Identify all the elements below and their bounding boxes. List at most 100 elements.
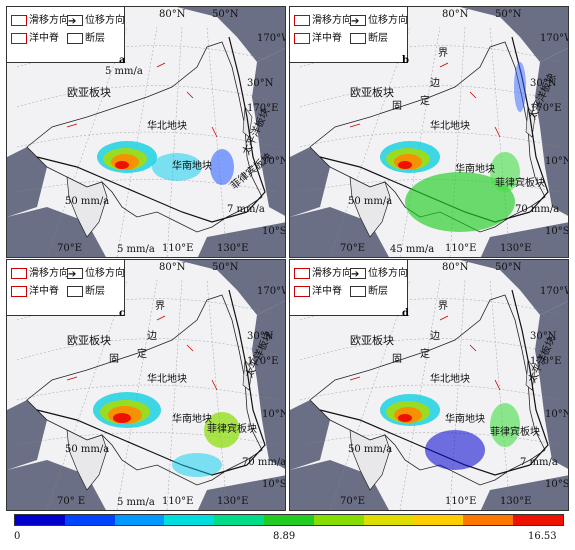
legend-fault: 断层 <box>67 29 105 44</box>
lat-label: 80°N <box>442 9 469 20</box>
philippine-plate-label: 菲律宾板块 <box>207 424 257 435</box>
panel-letter: c <box>119 308 126 319</box>
lon-label: 110°E <box>445 496 477 507</box>
lon-label: 170°E <box>530 356 562 367</box>
lon-label: 70°E <box>57 243 83 254</box>
legend-mid-ocean-ridge: 洋中脊 <box>294 29 342 44</box>
legend-slip-direction: 滑移方向 <box>11 264 69 279</box>
legend-fault: 断层 <box>350 282 388 297</box>
boundary-label: 边 <box>430 331 440 342</box>
lat-label: 30°N <box>530 331 557 342</box>
velocity-mid-label: 50 mm/a <box>65 196 110 207</box>
slip-direction-icon <box>11 15 27 26</box>
boundary-label: 界 <box>438 48 448 59</box>
displacement-arrow-icon: ➔ <box>350 268 366 280</box>
map-legend: 滑移方向 ➔ 位移方向 洋中脊 断层 <box>290 260 408 316</box>
philippine-plate-label: 菲律宾板块 <box>495 178 545 189</box>
lat-label: 30°N <box>247 78 274 89</box>
velocity-bottom-label: 5 mm/a <box>117 244 155 255</box>
north-china-label: 华北地块 <box>147 374 187 385</box>
boundary-label: 固 <box>392 101 402 112</box>
displacement-arrow-icon: ➔ <box>350 15 366 27</box>
panel-letter: b <box>402 55 409 66</box>
lon-label: 130°E <box>500 496 532 507</box>
legend-slip-direction: 滑移方向 <box>11 11 69 26</box>
fault-icon <box>67 286 83 297</box>
eurasian-plate-label: 欧亚板块 <box>67 334 111 347</box>
lon-label: 110°E <box>162 496 194 507</box>
north-china-label: 华北地块 <box>430 374 470 385</box>
colorbar-mid-label: 8.89 <box>273 531 296 542</box>
map-legend: 滑移方向 ➔ 位移方向 洋中脊 断层 <box>290 7 408 63</box>
lat-label: 50°N <box>495 262 522 273</box>
map-base <box>290 260 569 511</box>
lat-label: 10°N <box>262 156 286 167</box>
map-legend: 滑移方向 ➔ 位移方向 洋中脊 断层 <box>7 7 125 63</box>
legend-fault: 断层 <box>350 29 388 44</box>
map-base <box>7 7 286 258</box>
boundary-label: 界 <box>155 301 165 312</box>
eurasian-plate-label: 欧亚板块 <box>67 86 111 99</box>
eurasian-plate-label: 欧亚板块 <box>350 86 394 99</box>
north-china-label: 华北地块 <box>430 121 470 132</box>
map-panel-d: 滑移方向 ➔位移方向 洋中脊 断层 d 80°N 50°N 170°W 30°N… <box>289 259 569 511</box>
south-china-label: 华南地块 <box>455 164 495 175</box>
boundary-label: 边 <box>430 78 440 89</box>
lat-label: 10°S <box>262 226 286 237</box>
boundary-label: 定 <box>420 349 430 360</box>
south-china-label: 华南地块 <box>172 161 212 172</box>
lon-label: 170°W <box>257 33 285 44</box>
ridge-icon <box>294 286 310 297</box>
boundary-label: 界 <box>438 301 448 312</box>
lon-label: 170°W <box>540 286 568 297</box>
south-china-label: 华南地块 <box>445 414 485 425</box>
boundary-label: 固 <box>109 354 119 365</box>
lat-label: 10°S <box>262 479 286 490</box>
displacement-arrow-icon: ➔ <box>67 15 83 27</box>
legend-slip-direction: 滑移方向 <box>294 11 352 26</box>
lon-label: 170°W <box>540 33 568 44</box>
lon-label: 70° E <box>57 496 86 507</box>
velocity-top-label: 5 mm/a <box>105 66 143 77</box>
boundary-label: 边 <box>147 331 157 342</box>
lat-label: 10°S <box>545 479 569 490</box>
velocity-east-label: 7 mm/a <box>227 204 265 215</box>
lon-label: 170°E <box>247 103 279 114</box>
slip-direction-icon <box>294 15 310 26</box>
lon-label: 170°E <box>530 103 562 114</box>
boundary-label: 定 <box>420 96 430 107</box>
colorbar-segment <box>264 515 314 525</box>
map-panel-c: 滑移方向 ➔位移方向 洋中脊 断层 c 80°N 50°N 170°W 30°N… <box>6 259 286 511</box>
legend-fault: 断层 <box>67 282 105 297</box>
map-panel-a: 滑移方向 ➔位移方向 洋中脊 断层 a 80°N 50°N 170°W 30°N… <box>6 6 286 258</box>
map-legend: 滑移方向 ➔ 位移方向 洋中脊 断层 <box>7 260 125 316</box>
lat-label: 80°N <box>159 262 186 273</box>
colorbar-segment <box>214 515 265 525</box>
lon-label: 130°E <box>217 243 249 254</box>
legend-mid-ocean-ridge: 洋中脊 <box>11 282 59 297</box>
map-base <box>7 260 286 511</box>
colorbar-segment <box>64 515 115 525</box>
ridge-icon <box>11 286 27 297</box>
legend-slip-direction: 滑移方向 <box>294 264 352 279</box>
lon-label: 130°E <box>500 243 532 254</box>
lon-label: 170°W <box>257 286 285 297</box>
velocity-east-label: 7 mm/a <box>520 457 558 468</box>
colorbar-segment <box>463 515 514 525</box>
lon-label: 110°E <box>445 243 477 254</box>
colorbar-segment <box>313 515 364 525</box>
velocity-mid-label: 50 mm/a <box>348 196 393 207</box>
velocity-mid-label: 50 mm/a <box>65 444 110 455</box>
slip-direction-icon <box>11 268 27 279</box>
fault-icon <box>350 33 366 44</box>
ridge-icon <box>294 33 310 44</box>
velocity-bottom-label: 5 mm/a <box>117 497 155 508</box>
legend-displacement-direction: ➔ 位移方向 <box>67 15 125 27</box>
colorbar-segment <box>363 515 414 525</box>
velocity-bottom-label: 45 mm/a <box>390 244 435 255</box>
legend-displacement-direction: ➔ 位移方向 <box>67 268 125 280</box>
lat-label: 10°N <box>545 156 569 167</box>
legend-mid-ocean-ridge: 洋中脊 <box>294 282 342 297</box>
lon-label: 130°E <box>217 496 249 507</box>
lon-label: 170°E <box>247 356 279 367</box>
